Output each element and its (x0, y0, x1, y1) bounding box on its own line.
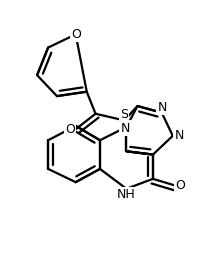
Text: N: N (158, 101, 167, 114)
Text: N: N (175, 129, 184, 142)
Text: O: O (65, 123, 75, 136)
Text: O: O (71, 28, 81, 41)
Text: NH: NH (117, 188, 136, 201)
Text: O: O (176, 179, 185, 192)
Text: S: S (120, 108, 128, 121)
Text: N: N (121, 122, 130, 135)
